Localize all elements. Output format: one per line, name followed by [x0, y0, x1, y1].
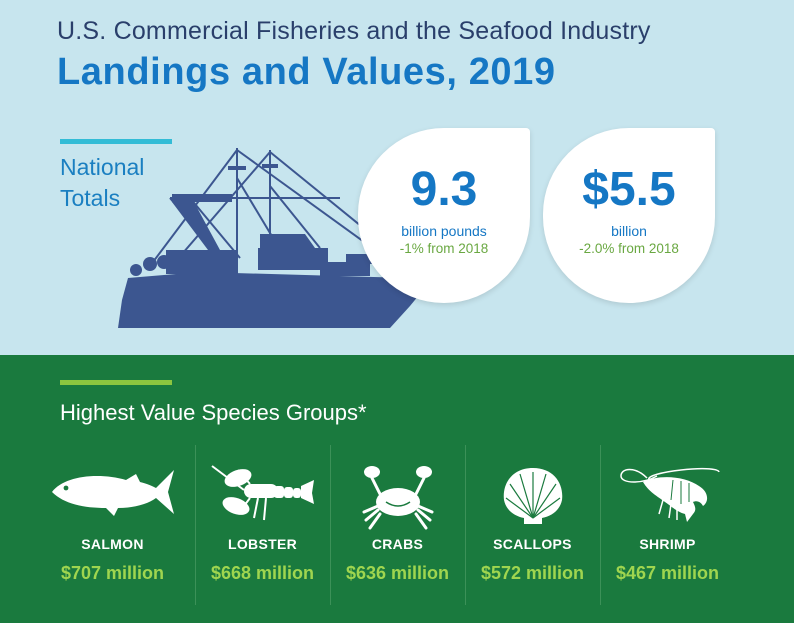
species-value: $668 million [210, 563, 315, 583]
divider [600, 445, 601, 605]
species-item-scallops: SCALLOPS $572 million [465, 440, 600, 610]
species-name: SALMON [81, 536, 144, 552]
species-heading: Highest Value Species Groups* [60, 400, 367, 425]
landings-value: 9.3 [410, 163, 478, 216]
species-value: $467 million [615, 563, 720, 583]
species-item-lobster: LOBSTER $668 million [195, 440, 330, 610]
species-name: CRABS [371, 536, 424, 552]
page-title: Landings and Values, 2019 [57, 51, 556, 93]
species-name: LOBSTER [228, 536, 297, 552]
values-change: -2.0% from 2018 [579, 241, 679, 256]
species-name: SCALLOPS [493, 536, 572, 552]
landings-unit: billion pounds [401, 223, 487, 239]
lobster-icon [210, 465, 314, 521]
crab-icon [362, 466, 433, 530]
shrimp-icon [619, 467, 720, 522]
accent-bar [60, 380, 172, 385]
landings-card: 9.3 billion pounds -1% from 2018 [358, 128, 530, 303]
fishing-boat-icon [118, 148, 428, 328]
species-value: $707 million [60, 563, 165, 583]
species-value: $636 million [345, 563, 450, 583]
landings-change: -1% from 2018 [399, 241, 489, 256]
page-subtitle: U.S. Commercial Fisheries and the Seafoo… [57, 17, 651, 45]
national-totals-label: National [60, 154, 145, 180]
species-item-crabs: CRABS $636 million [330, 440, 465, 610]
species-item-shrimp: SHRIMP $467 million [600, 440, 735, 610]
values-value: $5.5 [582, 163, 676, 216]
values-card: $5.5 billion -2.0% from 2018 [543, 128, 715, 303]
national-totals-label-line2: Totals [60, 185, 121, 211]
values-unit: billion [611, 223, 647, 239]
salmon-icon [51, 470, 174, 516]
divider [195, 445, 196, 605]
species-item-salmon: SALMON $707 million [45, 440, 180, 610]
divider [465, 445, 466, 605]
divider [330, 445, 331, 605]
scallop-icon [503, 468, 562, 524]
species-name: SHRIMP [639, 536, 696, 552]
species-value: $572 million [480, 563, 585, 583]
accent-bar [60, 139, 172, 144]
